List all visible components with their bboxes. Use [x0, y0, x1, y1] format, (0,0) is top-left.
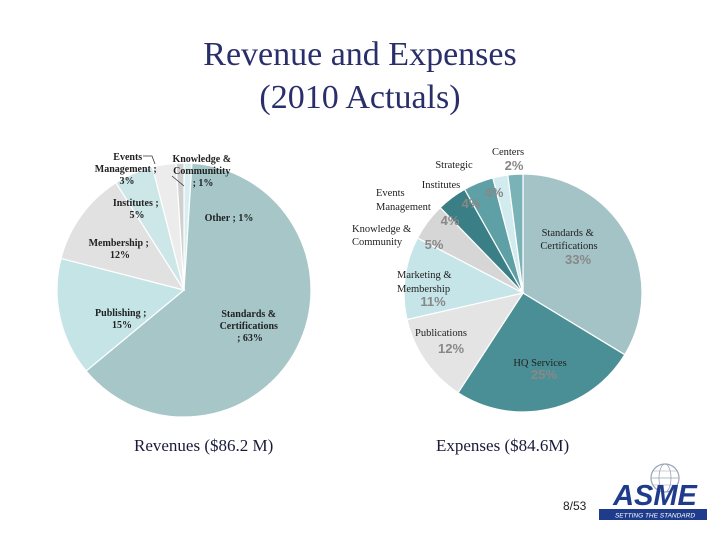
rev-slice-knowledge-communitity-1 — [175, 162, 185, 291]
exp-slice-standards-certifications — [522, 173, 643, 356]
exp-pct-hq: 25% — [531, 367, 557, 382]
rev-slice-publishing-15 — [56, 257, 186, 372]
exp-label-strategic: Strategic — [435, 160, 473, 171]
rev-label-other: Other ; 1% — [205, 213, 254, 224]
exp-label-hq: HQ Services — [513, 358, 566, 369]
rev-slice-membership-12 — [60, 181, 186, 291]
exp-label-standards: Standards & Certifications — [540, 228, 597, 252]
exp-pct-knowledge: 5% — [425, 237, 444, 252]
exp-pct-institutes: 4% — [485, 185, 504, 200]
page-title-line1: Revenue and Expenses — [203, 36, 517, 73]
revenue-caption: Revenues ($86.2 M) — [134, 436, 274, 455]
exp-label-centers: Centers — [492, 147, 524, 158]
exp-pct-knowledge-4: 4% — [441, 213, 460, 228]
exp-slice-hq-services — [457, 292, 626, 413]
exp-label-publications: Publications — [415, 328, 467, 339]
page-number: 8/53 — [563, 499, 587, 513]
exp-slice-publications — [406, 292, 525, 394]
exp-label-institutes: Institutes — [422, 180, 461, 191]
rev-label-events: Events Management ; 3% — [95, 152, 159, 187]
exp-pct-centers: 2% — [505, 158, 524, 173]
rev-label-membership: Membership ; 12% — [89, 238, 152, 261]
asme-logo: ASME SETTING THE STANDARD — [599, 463, 707, 520]
page-title-line2: (2010 Actuals) — [259, 79, 461, 116]
exp-pct-publications: 12% — [438, 341, 464, 356]
exp-slice-centers — [507, 173, 524, 294]
rev-label-standards: Standards & Certifications ; 63% — [220, 309, 281, 344]
exp-slice-marketing-membership — [403, 237, 525, 321]
exp-label-knowledge: Knowledge & Community — [352, 224, 414, 248]
rev-slice-standards-certifications-63 — [85, 162, 312, 418]
rev-label-knowledge: Knowledge & Communitity ; 1% — [172, 154, 233, 189]
logo-tagline: SETTING THE STANDARD — [615, 513, 695, 520]
exp-label-events: Events Management — [376, 188, 431, 213]
rev-label-institutes: Institutes ; 5% — [113, 198, 161, 221]
rev-label-publishing: Publishing ; 15% — [95, 308, 149, 331]
logo-text: ASME — [612, 480, 698, 512]
exp-pct-marketing: 11% — [420, 294, 446, 309]
exp-pct-standards: 33% — [565, 252, 591, 267]
exp-label-marketing: Marketing & Membership — [397, 270, 454, 295]
expenses-caption: Expenses ($84.6M) — [436, 436, 570, 455]
exp-pct-events: 4% — [462, 196, 481, 211]
